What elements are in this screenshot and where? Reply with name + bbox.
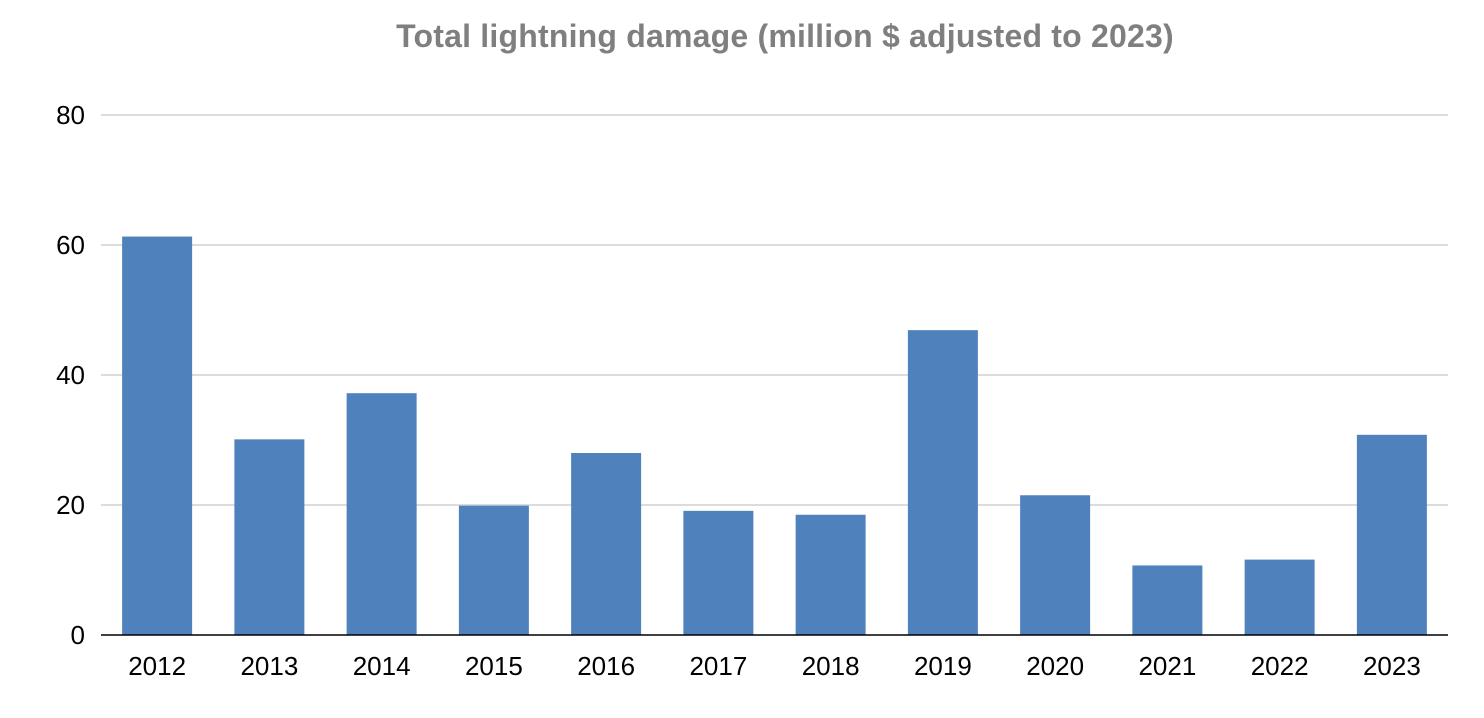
x-tick-label: 2020 — [1026, 651, 1084, 681]
bar-2017 — [683, 510, 754, 635]
y-tick-label: 40 — [56, 360, 85, 390]
x-tick-label: 2023 — [1363, 651, 1421, 681]
bar-2022 — [1244, 559, 1315, 635]
y-tick-label: 0 — [71, 620, 85, 650]
bar-2019 — [907, 330, 978, 635]
x-tick-label: 2016 — [577, 651, 635, 681]
bar-2018 — [795, 514, 866, 635]
bar-2015 — [458, 505, 529, 635]
x-tick-label: 2013 — [240, 651, 298, 681]
x-tick-label: 2017 — [689, 651, 747, 681]
y-tick-labels: 0 20 40 60 80 — [56, 100, 85, 650]
x-tick-label: 2018 — [802, 651, 860, 681]
x-tick-label: 2015 — [465, 651, 523, 681]
bar-2012 — [122, 236, 193, 636]
bar-2023 — [1356, 434, 1427, 635]
bar-2016 — [571, 453, 642, 635]
bar-2020 — [1020, 495, 1091, 635]
y-tick-label: 20 — [56, 490, 85, 520]
x-tick-label: 2012 — [128, 651, 186, 681]
bar-2013 — [234, 439, 305, 635]
bar-2021 — [1132, 565, 1203, 635]
bars — [122, 236, 1427, 636]
bar-2014 — [346, 393, 417, 635]
y-tick-label: 60 — [56, 230, 85, 260]
x-tick-label: 2021 — [1138, 651, 1196, 681]
x-tick-label: 2019 — [914, 651, 972, 681]
grid-lines — [101, 114, 1448, 506]
x-tick-labels: 2012 2013 2014 2015 2016 2017 2018 2019 2020 2021… — [128, 651, 1421, 681]
x-tick-label: 2014 — [353, 651, 411, 681]
y-tick-label: 80 — [56, 100, 85, 130]
chart-title: Total lightning damage (million $ adjust… — [396, 18, 1174, 54]
x-tick-label: 2022 — [1251, 651, 1309, 681]
